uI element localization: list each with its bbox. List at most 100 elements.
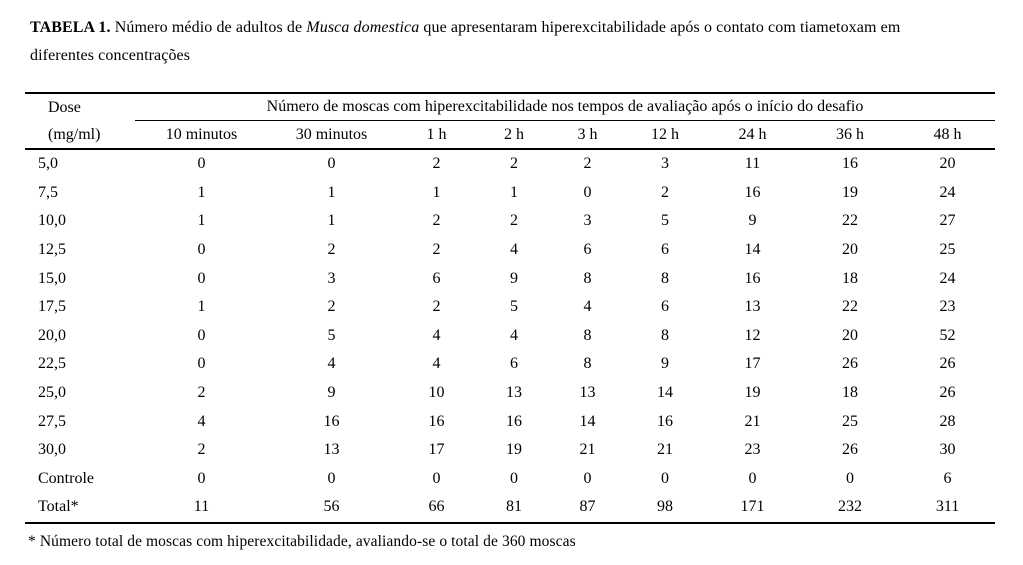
dose-header-line2: (mg/ml) <box>48 126 101 143</box>
value-cell: 16 <box>657 412 673 430</box>
value-cell: 16 <box>842 155 858 173</box>
value-cell: 1 <box>197 183 206 201</box>
dose-header-line1: Dose <box>48 99 81 116</box>
value-cell: 28 <box>939 412 956 430</box>
value-cell: 0 <box>583 183 592 201</box>
table-footnote: * Número total de moscas com hiperexcita… <box>28 532 576 550</box>
col-header-time: 30 minutos <box>295 125 368 143</box>
table-row: 22,5 0 4 4 6 8 9 17 26 26 <box>25 350 995 379</box>
value-cell: 23 <box>744 441 761 459</box>
value-cell: 25 <box>842 412 858 430</box>
value-cell: 2 <box>327 241 336 259</box>
value-cell: 4 <box>432 326 441 344</box>
table-row: 7,5 1 1 1 1 0 2 16 19 24 <box>25 179 995 208</box>
col-header-time: 36 h <box>836 125 864 143</box>
value-cell: 2 <box>510 155 518 173</box>
value-cell: 25 <box>939 241 956 259</box>
value-cell: 9 <box>327 384 336 402</box>
value-cell: 2 <box>327 298 336 316</box>
caption-text-before-species: Número médio de adultos de <box>110 19 307 36</box>
value-cell: 26 <box>842 355 858 373</box>
value-cell: 4 <box>432 355 441 373</box>
table-row: 25,0 2 9 10 13 13 14 19 18 26 <box>25 379 995 408</box>
table-row: 12,5 0 2 2 4 6 6 14 20 25 <box>25 236 995 265</box>
value-cell: 10 <box>428 384 445 402</box>
value-cell: 0 <box>748 469 757 487</box>
value-cell: 18 <box>842 384 858 402</box>
value-cell: 6 <box>943 469 952 487</box>
table-row: 10,0 1 1 2 2 3 5 9 22 27 <box>25 207 995 236</box>
value-cell: 6 <box>432 269 441 287</box>
value-cell: 9 <box>748 212 757 230</box>
value-cell: 16 <box>744 269 761 287</box>
value-cell: 21 <box>744 412 761 430</box>
value-cell: 0 <box>197 326 206 344</box>
table-header: Dose (mg/ml) Número de moscas com hipere… <box>25 93 996 149</box>
value-cell: 8 <box>661 269 669 287</box>
value-cell: 14 <box>579 412 596 430</box>
value-cell: 1 <box>197 298 206 316</box>
table-row: 20,0 0 5 4 4 8 8 12 20 52 <box>25 322 995 351</box>
value-cell: 87 <box>579 498 596 516</box>
value-cell: 5 <box>661 212 669 230</box>
dose-cell: 17,5 <box>38 298 66 316</box>
value-cell: 5 <box>510 298 518 316</box>
col-header-dose: Dose (mg/ml) <box>25 93 135 149</box>
value-cell: 52 <box>939 326 956 344</box>
value-cell: 5 <box>327 326 336 344</box>
value-cell: 0 <box>197 355 206 373</box>
value-cell: 66 <box>428 498 445 516</box>
value-cell: 0 <box>661 469 669 487</box>
value-cell: 4 <box>510 326 518 344</box>
value-cell: 3 <box>327 269 336 287</box>
group-header-row: Dose (mg/ml) Número de moscas com hipere… <box>25 93 996 143</box>
value-cell: 24 <box>939 269 956 287</box>
caption-label: TABELA 1. <box>30 19 111 36</box>
value-cell: 1 <box>327 183 336 201</box>
dose-cell: 12,5 <box>38 241 66 259</box>
dose-cell: Controle <box>38 469 94 487</box>
value-cell: 17 <box>428 441 445 459</box>
col-header-time: 2 h <box>504 125 524 143</box>
value-cell: 1 <box>432 183 441 201</box>
value-cell: 8 <box>583 269 592 287</box>
value-cell: 1 <box>510 183 518 201</box>
value-cell: 16 <box>744 183 761 201</box>
value-cell: 20 <box>842 326 858 344</box>
value-cell: 2 <box>661 183 669 201</box>
value-cell: 2 <box>510 212 518 230</box>
value-cell: 23 <box>939 298 956 316</box>
value-cell: 13 <box>506 384 522 402</box>
value-cell: 16 <box>506 412 522 430</box>
value-cell: 21 <box>579 441 596 459</box>
dose-cell: 25,0 <box>38 384 66 402</box>
col-header-time: 12 h <box>651 125 679 143</box>
table-row: 5,0 0 0 2 2 2 3 11 16 20 <box>25 149 995 179</box>
value-cell: 311 <box>935 498 960 516</box>
value-cell: 13 <box>744 298 761 316</box>
value-cell: 0 <box>583 469 592 487</box>
value-cell: 12 <box>744 326 761 344</box>
value-cell: 24 <box>939 183 956 201</box>
value-cell: 3 <box>661 155 669 173</box>
value-cell: 26 <box>842 441 858 459</box>
table-row: 27,5 4 16 16 16 14 16 21 25 28 <box>25 407 995 436</box>
value-cell: 19 <box>744 384 761 402</box>
value-cell: 26 <box>939 384 956 402</box>
table-caption: TABELA 1. Número médio de adultos de Mus… <box>30 14 995 70</box>
value-cell: 232 <box>838 498 862 516</box>
table-row: Total* 11 56 66 81 87 98 171 232 311 <box>25 493 995 523</box>
caption-species-name: Musca domestica <box>306 19 420 36</box>
value-cell: 8 <box>661 326 669 344</box>
value-cell: 17 <box>744 355 761 373</box>
value-cell: 19 <box>506 441 522 459</box>
value-cell: 11 <box>744 155 761 173</box>
dose-cell: 22,5 <box>38 355 66 373</box>
value-cell: 30 <box>939 441 956 459</box>
col-header-time: 3 h <box>577 125 598 143</box>
value-cell: 19 <box>842 183 858 201</box>
value-cell: 16 <box>428 412 445 430</box>
value-cell: 4 <box>327 355 336 373</box>
col-header-time: 24 h <box>738 125 767 143</box>
value-cell: 2 <box>197 441 206 459</box>
